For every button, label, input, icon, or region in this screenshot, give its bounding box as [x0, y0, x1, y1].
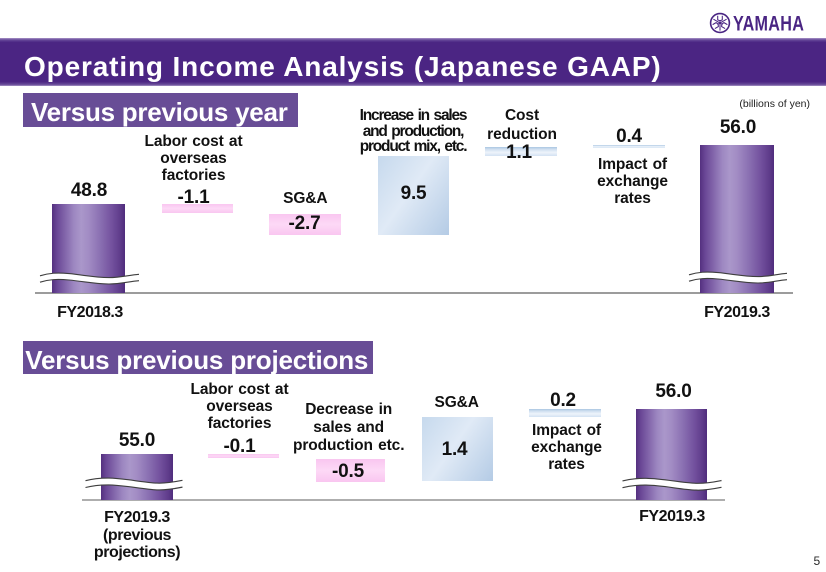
svg-text:YAMAHA: YAMAHA [733, 13, 804, 37]
